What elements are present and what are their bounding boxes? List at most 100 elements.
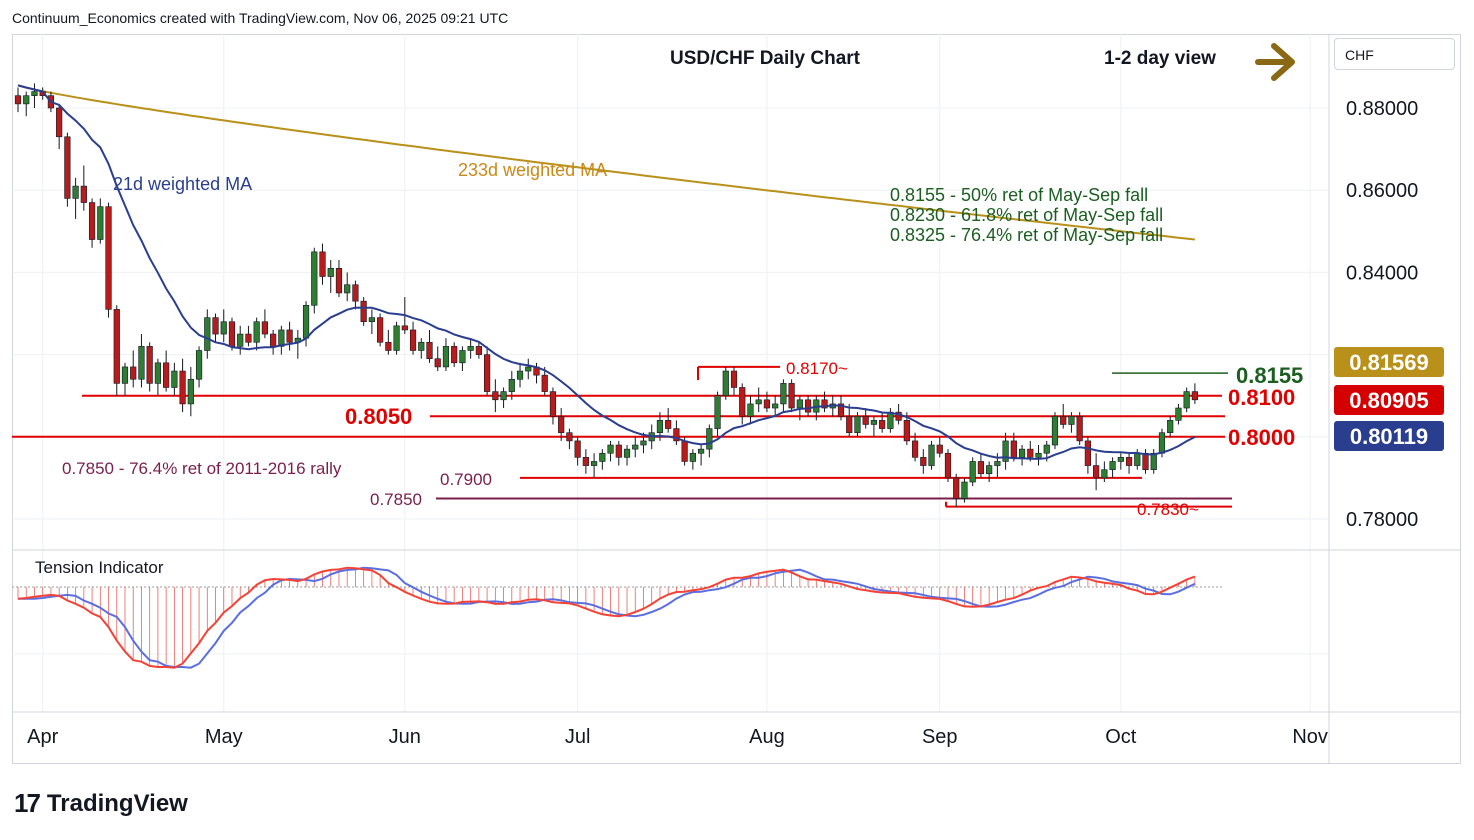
candle-body xyxy=(1060,415,1067,425)
candle-body xyxy=(780,383,787,405)
candle-body xyxy=(459,350,466,364)
candle-body xyxy=(1142,452,1149,470)
candle-body xyxy=(558,415,565,433)
candle xyxy=(665,408,672,433)
candle-body xyxy=(14,95,22,105)
tension-indicator-pane xyxy=(12,566,1329,669)
candle-body xyxy=(302,304,310,339)
candle-body xyxy=(1093,465,1100,479)
candle-body xyxy=(1109,461,1116,470)
candle xyxy=(780,379,787,413)
candle xyxy=(368,309,375,335)
candle-body xyxy=(599,452,606,462)
candle xyxy=(1051,412,1059,450)
candle-body xyxy=(245,333,252,343)
candle-body xyxy=(623,448,631,458)
level-7900-label: 0.7900 xyxy=(440,470,492,489)
level-8050-label: 0.8050 xyxy=(345,404,412,429)
candle-body xyxy=(870,420,878,425)
candle-body xyxy=(385,341,392,351)
candle-body xyxy=(195,350,203,380)
currency-label[interactable]: CHF xyxy=(1334,38,1455,70)
candle xyxy=(961,477,968,503)
candle-body xyxy=(681,440,688,462)
indicator-main-line xyxy=(17,566,1196,669)
candle xyxy=(747,395,754,425)
candle xyxy=(1084,436,1091,474)
candle-body xyxy=(706,428,713,450)
candle-body xyxy=(994,461,1001,466)
candle xyxy=(953,473,960,507)
tradingview-logo[interactable]: 17 TradingView xyxy=(14,788,188,819)
candle-body xyxy=(105,206,112,310)
candle-body xyxy=(500,391,507,401)
candle xyxy=(590,453,598,478)
candle-body xyxy=(895,411,902,421)
candle-body xyxy=(656,420,664,433)
candle-body xyxy=(961,481,968,499)
candle xyxy=(467,338,474,359)
candle xyxy=(1060,403,1067,429)
candle xyxy=(278,325,285,355)
candle-body xyxy=(862,415,869,425)
candle-body xyxy=(64,136,71,199)
candle-body xyxy=(1183,391,1190,409)
x-tick-label: Sep xyxy=(922,726,958,748)
ma21-label: 21d weighted MA xyxy=(113,174,252,194)
candle-body xyxy=(846,415,853,433)
candle-body xyxy=(887,411,894,429)
price-tag-label: 0.81569 xyxy=(1349,350,1429,375)
candle xyxy=(615,440,622,466)
candle-body xyxy=(1191,391,1198,401)
fib-7850-label: 0.7850 - 76.4% ret of 2011-2016 rally xyxy=(62,459,342,478)
candle-body xyxy=(1101,469,1108,479)
view-label: 1-2 day view xyxy=(1104,48,1216,69)
candle xyxy=(1125,453,1133,474)
retracement-3: 0.8325 - 76.4% ret of May-Sep fall xyxy=(890,225,1163,245)
candle xyxy=(385,329,392,355)
candle xyxy=(1117,453,1124,470)
candle-body xyxy=(590,461,598,466)
candle-body xyxy=(442,346,450,368)
candle-body xyxy=(187,378,194,405)
candle-body xyxy=(1051,415,1059,446)
candle xyxy=(286,321,293,351)
candle-body xyxy=(1125,457,1133,466)
candle xyxy=(1035,445,1042,466)
ma233-path xyxy=(17,84,1196,241)
y-tick-label: 0.86000 xyxy=(1346,180,1418,202)
candle-body xyxy=(368,317,375,323)
candle xyxy=(146,342,153,392)
candle-body xyxy=(574,440,581,458)
candle xyxy=(475,342,482,359)
candle-body xyxy=(1175,407,1182,421)
candle xyxy=(253,317,260,351)
ma21-line xyxy=(17,84,1196,460)
candle-body xyxy=(689,452,696,462)
x-tick-label: Aug xyxy=(749,726,785,748)
candle-body xyxy=(163,362,170,388)
x-tick-label: May xyxy=(205,726,243,748)
candle xyxy=(171,362,178,396)
candle-body xyxy=(722,370,729,397)
candle xyxy=(854,412,861,437)
candle-body xyxy=(270,333,277,347)
candle-body xyxy=(31,91,38,96)
retracement-1: 0.8155 - 50% ret of May-Sep fall xyxy=(890,185,1148,205)
candle xyxy=(706,424,713,458)
candle-body xyxy=(911,440,919,458)
candle xyxy=(270,329,277,355)
candle-body xyxy=(739,387,746,417)
candle-body xyxy=(113,309,120,384)
candle-body xyxy=(335,267,343,294)
candle-body xyxy=(121,366,129,384)
candle xyxy=(64,132,71,207)
candle xyxy=(80,165,87,211)
candle xyxy=(1101,461,1108,483)
candle xyxy=(451,342,458,367)
candle xyxy=(360,297,367,326)
candle xyxy=(763,391,771,413)
candle-body xyxy=(920,457,927,466)
candle xyxy=(31,83,38,108)
candle xyxy=(697,445,705,466)
